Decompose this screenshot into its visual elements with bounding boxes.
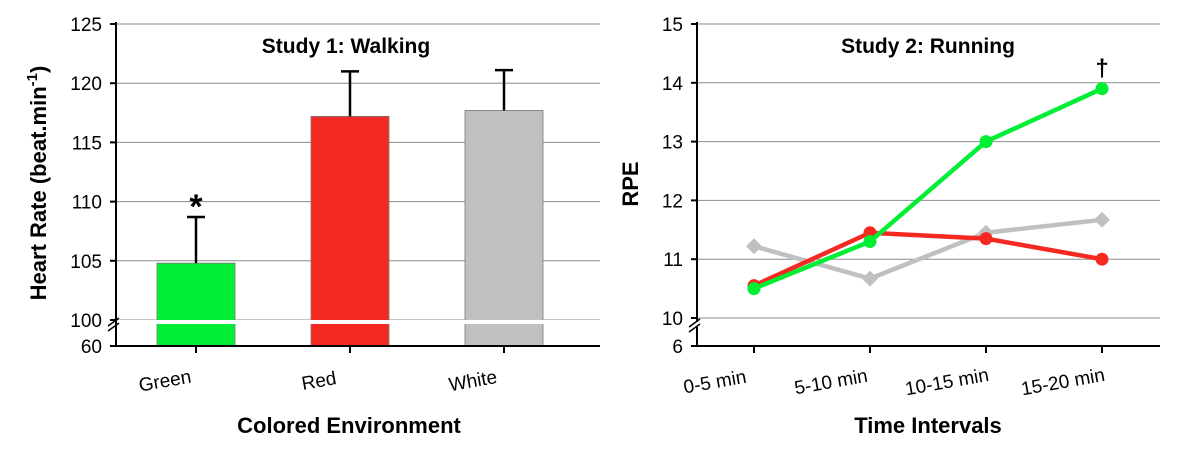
x-tick-label: 5-10 min <box>793 366 869 400</box>
significance-asterisk: * <box>189 188 203 226</box>
axis-break-mark <box>107 322 120 332</box>
y-axis-label-close: ) <box>26 66 51 73</box>
x-tick-label: White <box>447 367 498 396</box>
x-tick-label: 10-15 min <box>904 365 991 400</box>
significance-dagger: † <box>1095 55 1108 82</box>
y-tick-label: 110 <box>72 193 102 214</box>
series-point <box>979 135 993 149</box>
axis-break-mark <box>688 318 701 328</box>
series-point <box>979 232 993 246</box>
series-point <box>863 235 877 249</box>
y-axis-label: RPE <box>618 161 643 206</box>
bar <box>156 262 236 347</box>
series-line <box>753 86 1103 291</box>
y-tick-label: 11 <box>663 250 683 271</box>
y-tick-label: 125 <box>70 15 102 36</box>
axis-break-band <box>118 320 602 324</box>
walking-chart: 60 100 105 110 115 120 125 Green Red White * Study … <box>24 15 602 438</box>
y-tick-label: 105 <box>70 252 102 273</box>
y-tick-label: 6 <box>672 337 683 358</box>
y-tick-label: 13 <box>662 133 683 154</box>
y-tick-label: 12 <box>662 191 683 212</box>
series-point <box>1094 211 1110 228</box>
axis-break-mark <box>688 323 701 333</box>
x-tick-label: 15-20 min <box>1020 365 1107 400</box>
y-tick-label: 115 <box>72 133 102 154</box>
series-point <box>1095 252 1109 266</box>
running-chart: 6 10 11 12 13 14 15 0-5 min 5-10 min 10-15 min 15-… <box>618 15 1160 438</box>
series-point <box>746 238 762 255</box>
x-axis-label: Time Intervals <box>854 413 1002 438</box>
y-tick-label: 10 <box>662 309 683 330</box>
series-line <box>753 230 1103 288</box>
axis-break-band <box>687 322 701 327</box>
y-tick-label: 120 <box>70 74 102 95</box>
x-axis-label: Colored Environment <box>237 413 461 438</box>
bar <box>464 110 544 347</box>
series-point <box>1095 82 1109 96</box>
y-tick-label: 60 <box>81 337 102 358</box>
y-axis-label-main: Heart Rate (beat.min <box>26 86 51 300</box>
chart-title: Study 2: Running <box>841 35 1015 58</box>
series-line <box>753 217 1103 281</box>
y-tick-label: 100 <box>70 311 102 332</box>
bar <box>310 115 390 347</box>
y-axis-label: Heart Rate (beat.min-1) <box>24 66 51 301</box>
y-tick-label: 14 <box>662 74 684 95</box>
y-axis-label-superscript: -1 <box>24 73 41 86</box>
x-tick-label: 0-5 min <box>682 367 748 399</box>
x-tick-label: Green <box>137 367 193 397</box>
y-tick-label: 15 <box>662 15 683 36</box>
x-tick-label: Red <box>300 368 338 395</box>
chart-title: Study 1: Walking <box>262 35 430 58</box>
series-point <box>747 282 761 296</box>
series-point <box>862 270 878 287</box>
axis-break-mark <box>107 317 120 327</box>
